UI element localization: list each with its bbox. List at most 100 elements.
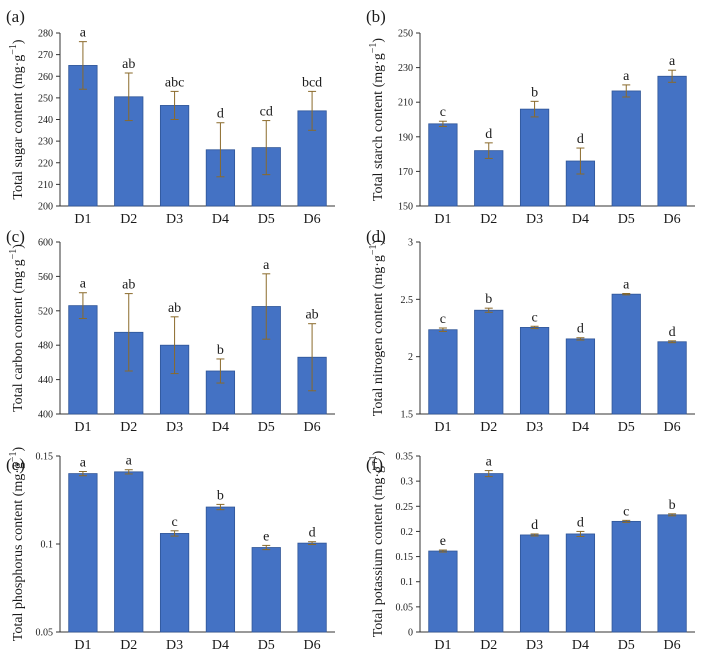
y-axis-label-sup: −1 <box>8 249 19 260</box>
y-axis-label: Total starch content (mg·g−1) <box>368 38 386 202</box>
bar-d2 <box>114 471 144 633</box>
panel-label: (d) <box>366 227 386 246</box>
significance-letter: a <box>669 54 676 69</box>
y-tick-label: 400 <box>38 410 53 421</box>
y-axis-label-sup: −1 <box>368 43 379 54</box>
y-axis-label-main: Total nitrogen content <box>371 289 386 416</box>
y-axis-label: Total potassium content (mg·g−1) <box>368 450 386 637</box>
y-tick-label: 0.35 <box>396 452 414 463</box>
x-tick-label: D5 <box>258 638 275 653</box>
bar-d5 <box>251 547 281 633</box>
y-tick-label: 0.05 <box>396 602 414 613</box>
y-tick-label: 210 <box>398 98 413 109</box>
y-tick-label: 3 <box>408 238 413 249</box>
bar-d3 <box>159 105 190 207</box>
y-axis-label: Total nitrogen content (mg·g−1) <box>368 239 386 416</box>
significance-letter: ab <box>122 57 135 72</box>
y-axis-label-sup: −1 <box>368 455 379 466</box>
y-tick-label: 200 <box>38 202 53 213</box>
y-axis-label-main: Total carbon content <box>11 294 26 412</box>
significance-letter: a <box>80 455 87 470</box>
bar-d4 <box>565 533 596 633</box>
x-tick-label: D2 <box>480 212 497 227</box>
significance-letter: d <box>531 518 538 533</box>
bar-d4 <box>205 370 236 415</box>
bar-d3 <box>519 534 550 633</box>
x-tick-label: D2 <box>120 638 137 653</box>
significance-letter: b <box>669 498 676 513</box>
significance-letter: d <box>577 132 584 147</box>
y-axis-label-sup: −1 <box>8 44 19 55</box>
y-axis-label-sup: −1 <box>8 451 19 462</box>
y-tick-label: 240 <box>38 115 53 126</box>
y-tick-label: 0.15 <box>36 452 54 463</box>
chart-panel-f: (f)Total potassium content (mg·g−1)00.05… <box>366 450 695 653</box>
bar-d3 <box>519 108 550 207</box>
panel-label: (b) <box>366 7 386 26</box>
x-tick-label: D6 <box>304 420 321 435</box>
y-tick-label: 440 <box>38 375 53 386</box>
x-tick-label: D1 <box>434 638 451 653</box>
x-tick-label: D6 <box>664 638 681 653</box>
x-tick-label: D2 <box>120 212 137 227</box>
y-axis-label-main: Total sugar content <box>11 89 26 200</box>
significance-letter: d <box>217 107 224 122</box>
y-tick-label: 270 <box>38 50 53 61</box>
x-tick-label: D1 <box>434 212 451 227</box>
significance-letter: a <box>80 277 87 292</box>
y-tick-label: 230 <box>398 63 413 74</box>
significance-letter: d <box>309 526 316 541</box>
y-tick-label: 2 <box>408 352 413 363</box>
y-tick-label: 0.1 <box>401 577 414 588</box>
y-tick-label: 250 <box>38 93 53 104</box>
y-tick-label: 2.5 <box>401 295 414 306</box>
y-tick-label: 600 <box>38 238 53 249</box>
y-axis-label-unit: (mg·g <box>371 53 386 87</box>
x-tick-label: D3 <box>526 212 543 227</box>
x-tick-label: D5 <box>258 420 275 435</box>
y-axis-label-close: ) <box>371 239 386 244</box>
bar-d3 <box>159 533 190 633</box>
x-tick-label: D4 <box>212 638 229 653</box>
bar-d1 <box>68 305 98 415</box>
significance-letter: a <box>623 69 630 84</box>
x-tick-label: D4 <box>572 420 589 435</box>
y-axis-label: Total phosphorus content (mg·g−1) <box>8 446 26 641</box>
significance-letter: a <box>80 26 87 41</box>
y-axis-label-main: Total starch content <box>371 87 386 201</box>
significance-letter: b <box>217 488 224 503</box>
significance-letter: d <box>485 127 492 142</box>
y-tick-label: 170 <box>398 167 413 178</box>
significance-letter: e <box>263 529 269 544</box>
y-tick-label: 0.1 <box>41 540 54 551</box>
significance-letter: a <box>126 454 133 469</box>
significance-letter: cd <box>260 105 273 120</box>
chart-panel-a: (a) Total sugar content (mg·g−1) 200 210 220… <box>6 7 335 227</box>
bar-d3 <box>519 327 550 415</box>
chart-panel-c: (c)Total carbon content (mg·g−1)40044048… <box>6 227 335 435</box>
significance-letter: a <box>486 455 493 470</box>
significance-letter: b <box>531 85 538 100</box>
x-tick-label: D1 <box>74 638 91 653</box>
bar-d5 <box>611 520 641 633</box>
panel-label: (a) <box>6 7 25 26</box>
x-tick-label: D2 <box>480 638 497 653</box>
y-tick-label: 1.5 <box>401 410 414 421</box>
bar-d2 <box>474 473 504 633</box>
bar-d6 <box>297 542 327 633</box>
significance-letter: c <box>440 105 446 120</box>
y-tick-label: 250 <box>398 29 413 40</box>
chart-panel-b: (b) Total starch content (mg·g−1) 150 170 19… <box>366 7 695 227</box>
bar-d6 <box>657 514 687 633</box>
significance-letter: c <box>531 310 537 325</box>
significance-letter: abc <box>165 75 184 90</box>
y-tick-label: 0.3 <box>401 477 414 488</box>
x-tick-label: D5 <box>618 420 635 435</box>
x-tick-label: D1 <box>74 420 91 435</box>
x-tick-label: D5 <box>258 212 275 227</box>
x-tick-label: D1 <box>74 212 91 227</box>
y-axis-label-close: ) <box>371 450 386 455</box>
bar-d5 <box>611 293 641 415</box>
y-axis-label-unit: (mg·g <box>11 462 26 496</box>
